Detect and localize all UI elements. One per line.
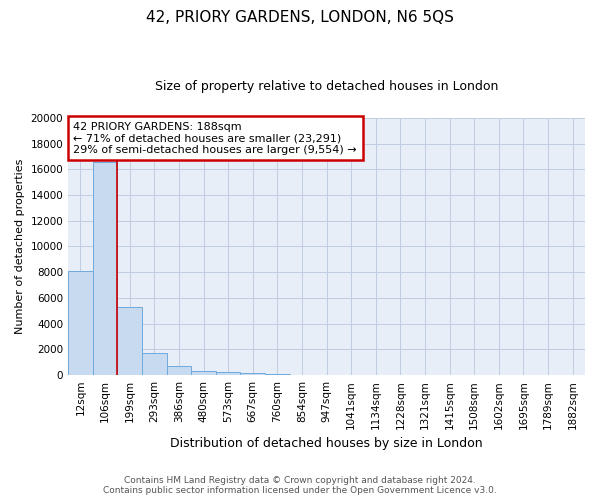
Title: Size of property relative to detached houses in London: Size of property relative to detached ho… — [155, 80, 498, 93]
Bar — [118, 307, 142, 375]
Bar — [191, 372, 216, 375]
Bar — [216, 372, 241, 375]
Bar — [93, 162, 118, 375]
Bar — [241, 374, 265, 375]
Text: Contains HM Land Registry data © Crown copyright and database right 2024.
Contai: Contains HM Land Registry data © Crown c… — [103, 476, 497, 495]
Bar — [68, 271, 93, 375]
Bar — [265, 374, 290, 375]
Text: 42, PRIORY GARDENS, LONDON, N6 5QS: 42, PRIORY GARDENS, LONDON, N6 5QS — [146, 10, 454, 25]
Text: 42 PRIORY GARDENS: 188sqm
← 71% of detached houses are smaller (23,291)
29% of s: 42 PRIORY GARDENS: 188sqm ← 71% of detac… — [73, 122, 357, 155]
X-axis label: Distribution of detached houses by size in London: Distribution of detached houses by size … — [170, 437, 483, 450]
Y-axis label: Number of detached properties: Number of detached properties — [15, 158, 25, 334]
Bar — [142, 352, 167, 375]
Bar — [167, 366, 191, 375]
